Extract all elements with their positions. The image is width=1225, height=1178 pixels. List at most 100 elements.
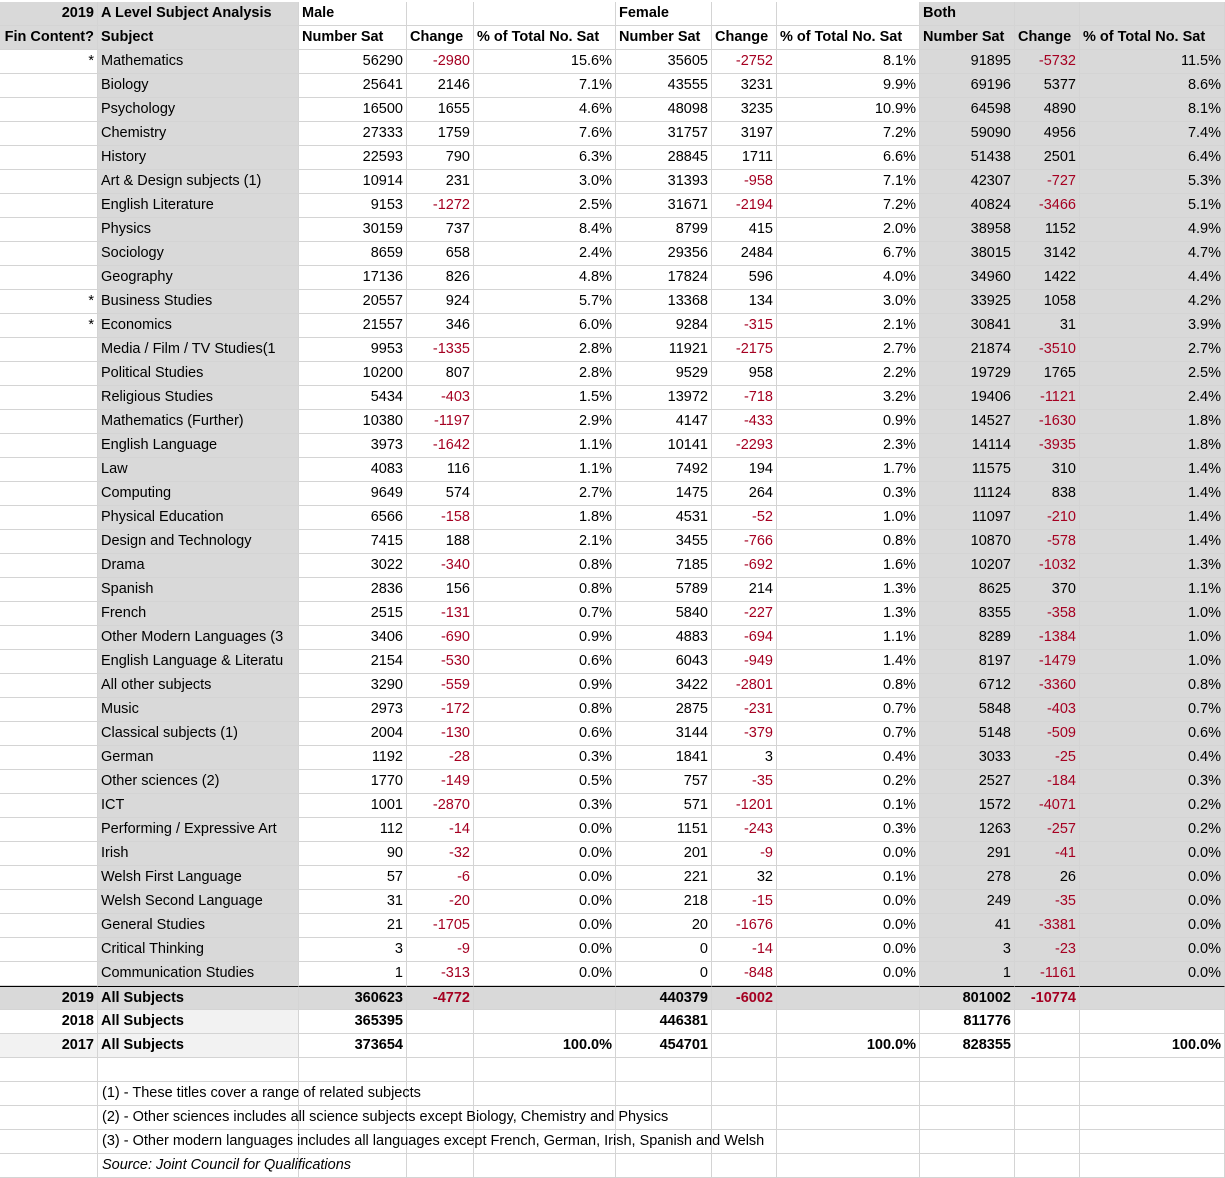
- empty-cell[interactable]: [777, 1058, 920, 1082]
- data-cell[interactable]: -2980: [407, 50, 474, 74]
- data-cell[interactable]: -6: [407, 866, 474, 890]
- data-cell[interactable]: 0.1%: [777, 866, 920, 890]
- data-cell[interactable]: 116: [407, 458, 474, 482]
- subject-cell[interactable]: English Language: [98, 434, 299, 458]
- data-cell[interactable]: [0, 266, 98, 290]
- data-cell[interactable]: 221: [616, 866, 712, 890]
- empty-cell[interactable]: [1015, 1058, 1080, 1082]
- data-cell[interactable]: -25: [1015, 746, 1080, 770]
- data-cell[interactable]: 51438: [920, 146, 1015, 170]
- data-cell[interactable]: 1001: [299, 794, 407, 818]
- total-cell[interactable]: [474, 986, 616, 1010]
- data-cell[interactable]: 8.1%: [777, 50, 920, 74]
- data-cell[interactable]: 807: [407, 362, 474, 386]
- data-cell[interactable]: 596: [712, 266, 777, 290]
- data-cell[interactable]: 3406: [299, 626, 407, 650]
- subject-cell[interactable]: Other Modern Languages (3: [98, 626, 299, 650]
- data-cell[interactable]: 14527: [920, 410, 1015, 434]
- column-header[interactable]: Fin Content?: [0, 26, 98, 50]
- data-cell[interactable]: -131: [407, 602, 474, 626]
- data-cell[interactable]: 57: [299, 866, 407, 890]
- data-cell[interactable]: 29356: [616, 242, 712, 266]
- data-cell[interactable]: 11124: [920, 482, 1015, 506]
- data-cell[interactable]: 3235: [712, 98, 777, 122]
- data-cell[interactable]: 1.5%: [474, 386, 616, 410]
- data-cell[interactable]: 4.6%: [474, 98, 616, 122]
- data-cell[interactable]: 6.7%: [777, 242, 920, 266]
- empty-cell[interactable]: [920, 1058, 1015, 1082]
- data-cell[interactable]: 0.3%: [474, 746, 616, 770]
- data-cell[interactable]: 64598: [920, 98, 1015, 122]
- empty-cell[interactable]: [616, 1106, 712, 1130]
- data-cell[interactable]: [0, 530, 98, 554]
- data-cell[interactable]: 0.0%: [777, 842, 920, 866]
- empty-cell[interactable]: [1015, 1106, 1080, 1130]
- data-cell[interactable]: 3.0%: [777, 290, 920, 314]
- data-cell[interactable]: -949: [712, 650, 777, 674]
- empty-cell[interactable]: [1015, 1130, 1080, 1154]
- data-cell[interactable]: -3360: [1015, 674, 1080, 698]
- data-cell[interactable]: [0, 842, 98, 866]
- data-cell[interactable]: 0.8%: [777, 530, 920, 554]
- data-cell[interactable]: 3.2%: [777, 386, 920, 410]
- total-cell[interactable]: 365395: [299, 1010, 407, 1034]
- data-cell[interactable]: 7.4%: [1080, 122, 1225, 146]
- subject-cell[interactable]: All other subjects: [98, 674, 299, 698]
- data-cell[interactable]: 2.7%: [1080, 338, 1225, 362]
- subject-cell[interactable]: Spanish: [98, 578, 299, 602]
- total-cell[interactable]: 360623: [299, 986, 407, 1010]
- subject-cell[interactable]: Law: [98, 458, 299, 482]
- data-cell[interactable]: 14114: [920, 434, 1015, 458]
- data-cell[interactable]: [0, 338, 98, 362]
- data-cell[interactable]: 2.0%: [777, 218, 920, 242]
- data-cell[interactable]: 0.7%: [1080, 698, 1225, 722]
- subject-cell[interactable]: ICT: [98, 794, 299, 818]
- data-cell[interactable]: 0.3%: [777, 818, 920, 842]
- data-cell[interactable]: 0.0%: [474, 890, 616, 914]
- empty-cell[interactable]: [1015, 1082, 1080, 1106]
- column-header[interactable]: Change: [407, 26, 474, 50]
- empty-cell[interactable]: [299, 1130, 407, 1154]
- total-cell[interactable]: 100.0%: [1080, 1034, 1225, 1058]
- data-cell[interactable]: 17136: [299, 266, 407, 290]
- data-cell[interactable]: 7.1%: [474, 74, 616, 98]
- data-cell[interactable]: -172: [407, 698, 474, 722]
- data-cell[interactable]: 574: [407, 482, 474, 506]
- empty-cell[interactable]: [920, 1154, 1015, 1178]
- total-cell[interactable]: [777, 986, 920, 1010]
- empty-cell[interactable]: [777, 1106, 920, 1130]
- data-cell[interactable]: 91895: [920, 50, 1015, 74]
- data-cell[interactable]: 33925: [920, 290, 1015, 314]
- data-cell[interactable]: -848: [712, 962, 777, 986]
- empty-cell[interactable]: [1080, 1154, 1225, 1178]
- data-cell[interactable]: 7415: [299, 530, 407, 554]
- total-cell[interactable]: 2018: [0, 1010, 98, 1034]
- empty-cell[interactable]: [777, 1130, 920, 1154]
- data-cell[interactable]: 2.3%: [777, 434, 920, 458]
- data-cell[interactable]: 214: [712, 578, 777, 602]
- data-cell[interactable]: [0, 938, 98, 962]
- empty-cell[interactable]: [920, 1106, 1015, 1130]
- total-cell[interactable]: 454701: [616, 1034, 712, 1058]
- data-cell[interactable]: 0.0%: [474, 962, 616, 986]
- total-cell[interactable]: 828355: [920, 1034, 1015, 1058]
- data-cell[interactable]: 8.6%: [1080, 74, 1225, 98]
- data-cell[interactable]: 0.0%: [777, 914, 920, 938]
- data-cell[interactable]: -530: [407, 650, 474, 674]
- data-cell[interactable]: 2501: [1015, 146, 1080, 170]
- data-cell[interactable]: 0.6%: [474, 722, 616, 746]
- data-cell[interactable]: 8799: [616, 218, 712, 242]
- data-cell[interactable]: -158: [407, 506, 474, 530]
- data-cell[interactable]: [0, 362, 98, 386]
- data-cell[interactable]: -1161: [1015, 962, 1080, 986]
- data-cell[interactable]: 2.8%: [474, 338, 616, 362]
- data-cell[interactable]: [0, 410, 98, 434]
- subject-cell[interactable]: Religious Studies: [98, 386, 299, 410]
- empty-cell[interactable]: [474, 1130, 616, 1154]
- data-cell[interactable]: 0.5%: [474, 770, 616, 794]
- data-cell[interactable]: -243: [712, 818, 777, 842]
- data-cell[interactable]: 3142: [1015, 242, 1080, 266]
- data-cell[interactable]: 2875: [616, 698, 712, 722]
- data-cell[interactable]: 291: [920, 842, 1015, 866]
- empty-cell[interactable]: [712, 1082, 777, 1106]
